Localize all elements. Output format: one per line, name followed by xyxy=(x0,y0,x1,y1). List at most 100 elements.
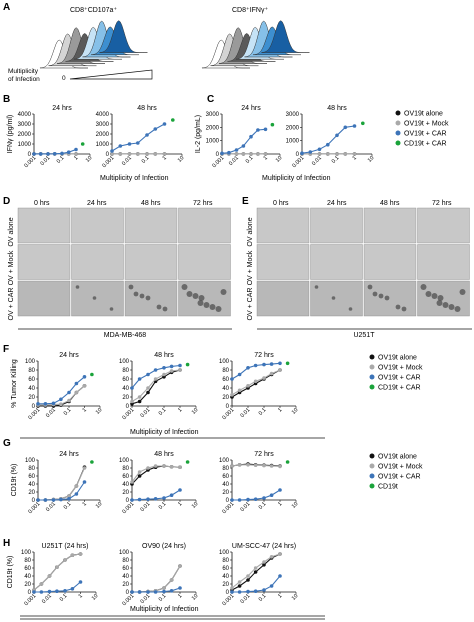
data-point-ov19t-car xyxy=(146,372,150,377)
data-point-ov19t-car xyxy=(137,590,142,594)
panel-d-row-2: OV + CAR xyxy=(8,288,15,321)
panel-d-image-grid xyxy=(17,207,231,317)
data-point-ov19t-car xyxy=(130,498,134,502)
microscopy-d-cell-cluster xyxy=(203,302,210,308)
data-point-ov19t-mock xyxy=(178,564,182,568)
data-point-ov19t-mock xyxy=(278,368,282,372)
panel-letter-c: C xyxy=(207,94,214,105)
data-point-ov19t-car xyxy=(278,574,282,578)
y-tick-label: 100 xyxy=(219,550,230,556)
data-point-ov19t-mock xyxy=(153,152,158,156)
data-point-ov19t-car xyxy=(82,375,87,379)
data-point-ov19t-mock xyxy=(249,152,253,156)
data-point-ov19t-alone xyxy=(137,474,142,478)
data-point-ov19t-car xyxy=(153,368,158,372)
y-tick-label: 0 xyxy=(126,404,130,410)
x-tick-label: 0.01 xyxy=(41,593,53,605)
legend-bc: OV19t alone OV19t + Mock OV19t + CAR CD1… xyxy=(395,110,449,148)
subplot-title: 24 hrs xyxy=(59,352,79,359)
panel-b-chart-24h: 0 1000 2000 3000 4000 0.001 0.01 0.1 1 10 24 hrs IF… xyxy=(7,105,93,169)
y-tick-label: 0 xyxy=(28,590,32,596)
panel-c-chart-24h: 0 1000 2000 3000 0.001 0.01 0.1 1 10 24 hrs IL-2 (… xyxy=(195,105,283,169)
data-point-ov19t-mock xyxy=(253,566,258,570)
y-tick-label: 3000 xyxy=(96,122,110,128)
data-point-ov19t-car xyxy=(137,497,142,502)
legend-g-label-3: CD19t xyxy=(378,484,398,491)
x-tick-label: 1 xyxy=(177,593,183,599)
data-point-ov19t-mock xyxy=(63,558,67,562)
data-point-ov19t-car xyxy=(36,498,40,502)
data-point-ov19t-car xyxy=(246,366,250,370)
panel-d-cell-line: MDA-MB-468 xyxy=(104,332,147,339)
data-point-ov19t-car xyxy=(63,589,67,593)
data-point-ov19t-mock xyxy=(55,565,59,569)
panel-letter-f: F xyxy=(3,344,9,355)
microscopy-d-tile xyxy=(17,280,71,317)
data-point-ov19t-car xyxy=(241,144,246,148)
data-point-ov19t-car xyxy=(153,590,158,594)
data-point-ov19t-mock xyxy=(153,377,158,381)
panel-e-col-1: 24 hrs xyxy=(327,200,347,207)
y-tick-label: 80 xyxy=(28,368,35,374)
microscopy-e-cell-cluster xyxy=(459,289,466,295)
data-point-ov19t-mock xyxy=(169,465,174,469)
data-point-cd19t-car xyxy=(171,118,175,122)
x-tick-label: 0.001 xyxy=(291,155,305,169)
x-tick-label: 10 xyxy=(191,593,200,602)
data-point-ov19t-mock xyxy=(262,560,266,564)
x-tick-label: 1 xyxy=(73,155,79,161)
y-tick-label: 20 xyxy=(222,395,229,401)
x-tick-label: 0.01 xyxy=(240,407,252,419)
data-point-ov19t-car xyxy=(269,493,274,498)
y-tick-label: 20 xyxy=(122,582,129,588)
x-tick-label: 0.1 xyxy=(258,501,268,511)
microscopy-e-cell-cluster xyxy=(314,285,319,289)
y-tick-label: 40 xyxy=(122,482,129,488)
data-point-ov19t-mock xyxy=(230,393,234,397)
x-tick-label: 0.1 xyxy=(158,501,168,511)
y-tick-label: 2000 xyxy=(18,132,32,138)
y-tick-label: 80 xyxy=(222,466,229,472)
panel-f-chart-72h: 0 20 40 60 80 100 0.001 0.01 0.1 1 10 72 hrs xyxy=(219,352,299,421)
data-point-ov19t-car xyxy=(227,150,231,155)
data-point-ov19t-car xyxy=(51,401,56,406)
microscopy-d-tile xyxy=(178,207,231,244)
microscopy-e-cell-cluster xyxy=(425,291,432,297)
data-point-cd19t xyxy=(185,460,190,464)
legend-f-marker-1 xyxy=(369,364,375,370)
data-point-ov19t-car xyxy=(145,133,149,137)
data-point-ov19t-mock xyxy=(47,574,52,578)
x-tick-label: 10 xyxy=(177,155,186,164)
microscopy-e-tile xyxy=(256,244,310,280)
panel-e-row-0: OV alone xyxy=(247,217,254,246)
data-point-ov19t-car xyxy=(220,151,224,156)
data-point-ov19t-mock xyxy=(178,368,182,372)
microscopy-e-cell-cluster xyxy=(367,284,373,290)
microscopy-d-cell-cluster xyxy=(75,285,80,289)
panel-d-col-3: 72 hrs xyxy=(193,200,213,207)
data-point-ov19t-alone xyxy=(237,584,242,588)
data-point-ov19t-car xyxy=(46,152,50,156)
y-tick-label: 3000 xyxy=(286,112,300,118)
data-point-ov19t-mock xyxy=(110,152,114,156)
data-point-ov19t-car xyxy=(162,366,166,370)
data-point-ov19t-mock xyxy=(269,555,274,559)
y-tick-label: 0 xyxy=(106,152,110,158)
data-point-ov19t-mock xyxy=(59,402,63,407)
panel-letter-h: H xyxy=(3,538,10,549)
microscopy-d-tile xyxy=(17,207,71,244)
data-point-ov19t-car xyxy=(78,580,83,584)
microscopy-d-cell-cluster xyxy=(186,291,193,297)
legend-g: OV19t alone OV19t + Mock OV19t + CAR CD1… xyxy=(369,453,423,491)
data-point-ov19t-car xyxy=(59,497,63,502)
y-tick-label: 80 xyxy=(122,368,129,374)
data-point-ov19t-car xyxy=(39,590,44,594)
y-tick-label: 0 xyxy=(296,152,300,158)
x-tick-label: 0.001 xyxy=(211,155,225,169)
panel-letter-b: B xyxy=(3,94,10,105)
panel-e-col-0: 0 hrs xyxy=(273,200,289,207)
data-point-cd19t-car xyxy=(285,361,290,366)
panel-h-chart-u251t: 0 20 40 60 80 100 0.001 0.01 0.1 1 10 U251T (24 hrs… xyxy=(7,543,99,607)
x-tick-label: 10 xyxy=(191,501,200,510)
